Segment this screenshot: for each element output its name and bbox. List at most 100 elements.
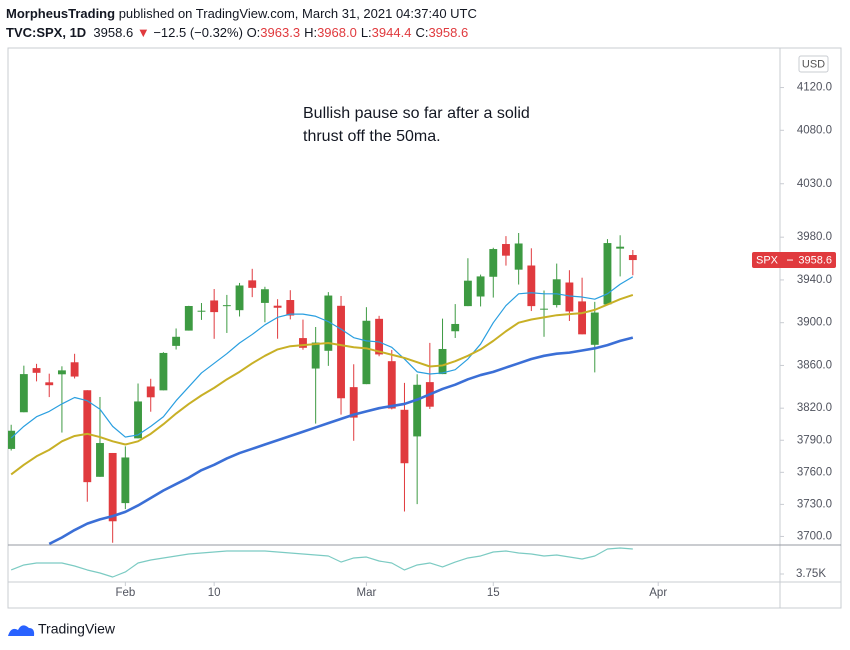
- candle-body: [514, 243, 523, 270]
- x-tick-label: Mar: [356, 587, 376, 599]
- candle-body: [32, 368, 41, 373]
- candle-body: [134, 401, 142, 439]
- candle-body: [146, 386, 155, 398]
- candle-body: [235, 285, 244, 311]
- candle-body: [438, 348, 447, 375]
- candle-body: [628, 255, 637, 261]
- candle-body: [324, 295, 333, 351]
- candle-body: [451, 323, 460, 332]
- candle-body: [463, 280, 472, 307]
- last-price: 3958.6: [93, 25, 134, 40]
- candle-body: [375, 318, 384, 355]
- y-tick-label: 3730.0: [797, 498, 832, 510]
- candle-body: [299, 338, 307, 348]
- y-tick-label: 3980.0: [797, 231, 832, 243]
- candle-body: [489, 249, 498, 277]
- byline: MorpheusTrading published on TradingView…: [6, 6, 477, 21]
- currency-box: [798, 55, 829, 73]
- ohlc-label: H:: [304, 25, 318, 40]
- x-tick-label: 10: [208, 587, 221, 599]
- candle-body: [565, 282, 574, 312]
- price-tag-value: 3958.6: [798, 254, 832, 266]
- y-tick-label: 3790.0: [797, 434, 832, 446]
- candle-body: [273, 305, 282, 308]
- ohlc-value: 3963.3: [260, 25, 301, 40]
- candle-body: [45, 382, 54, 386]
- lower-pane: [10, 547, 633, 578]
- candle-body: [8, 430, 16, 449]
- ohlc: O:3963.3 H:3968.0 L:3944.4 C:3958.6: [247, 25, 473, 40]
- y-tick-label: 4030.0: [797, 178, 832, 190]
- candle-body: [70, 362, 79, 377]
- candle-body: [83, 390, 92, 483]
- change-arrow: ▼: [136, 25, 150, 40]
- y-tick-label: 3860.0: [797, 359, 832, 371]
- brand-icon: [8, 625, 35, 636]
- candle-body: [108, 452, 117, 522]
- moving-average: [10, 293, 634, 476]
- candle-body: [57, 370, 66, 375]
- y-tick-label: 4080.0: [797, 124, 832, 136]
- candle-body: [400, 409, 409, 464]
- price-tag-symbol: SPX: [756, 254, 779, 266]
- candle-body: [476, 276, 485, 297]
- moving-average: [48, 336, 634, 545]
- x-tick-label: Apr: [649, 587, 667, 599]
- y-tick-label: 3900.0: [797, 317, 832, 329]
- candle-body: [362, 320, 371, 385]
- candle-body: [590, 312, 599, 345]
- candle-body: [552, 279, 561, 306]
- candle-body: [578, 301, 587, 335]
- candle-body: [19, 374, 28, 413]
- candle-body: [502, 244, 510, 256]
- candle-body: [349, 387, 358, 418]
- candle-body: [184, 306, 193, 331]
- moving-average: [10, 276, 634, 439]
- candle-body: [172, 336, 181, 346]
- candle-body: [413, 384, 422, 437]
- candle-body: [159, 352, 168, 391]
- y-tick-label: 3820.0: [797, 402, 832, 414]
- x-tick-label: 15: [487, 587, 500, 599]
- candle-body: [210, 300, 219, 313]
- candle-body: [96, 443, 104, 477]
- chart-frame: [7, 47, 842, 609]
- y-tick-label: 3760.0: [797, 466, 832, 478]
- symbol: TVC:SPX, 1D: [6, 25, 87, 40]
- candle-body: [260, 289, 269, 303]
- candle-body: [311, 342, 320, 369]
- annotation: Bullish pause so far after a solid thrus…: [303, 105, 530, 145]
- candle-body: [248, 280, 257, 288]
- ohlc-label: L:: [360, 25, 372, 40]
- y-tick-label: 3700.0: [797, 530, 832, 542]
- indicator-line: [10, 547, 633, 578]
- candle-body: [337, 305, 345, 399]
- brand-logo: [8, 625, 35, 636]
- price-pane: [8, 233, 637, 545]
- candle-body: [121, 457, 130, 504]
- currency-label: USD: [802, 58, 825, 70]
- candle-body: [197, 310, 206, 312]
- x-tick-label: Feb: [115, 587, 135, 599]
- change: −12.5 (−0.32%): [153, 25, 243, 40]
- candle-body: [603, 243, 612, 305]
- ohlc-value: 3944.4: [371, 25, 412, 40]
- candle-body: [286, 300, 295, 316]
- ohlc-value: 3958.6: [428, 25, 469, 40]
- ohlc-value: 3968.0: [317, 25, 357, 40]
- y-tick-label: 3940.0: [797, 274, 832, 286]
- candle-body: [616, 246, 625, 249]
- ohlc-label: C:: [415, 25, 429, 40]
- candle-body: [222, 305, 231, 307]
- candle-body: [540, 308, 548, 310]
- y-tick-label: 3.75K: [796, 568, 826, 580]
- y-tick-label: 4120.0: [797, 82, 832, 94]
- price-tag: [752, 252, 836, 269]
- author: MorpheusTrading: [6, 6, 116, 21]
- byline-text: published on TradingView.com, March 31, …: [118, 6, 477, 21]
- ohlc-label: O:: [246, 25, 261, 40]
- brand-name: TradingView: [38, 621, 116, 637]
- candle-body: [387, 361, 396, 409]
- candle-body: [527, 265, 536, 307]
